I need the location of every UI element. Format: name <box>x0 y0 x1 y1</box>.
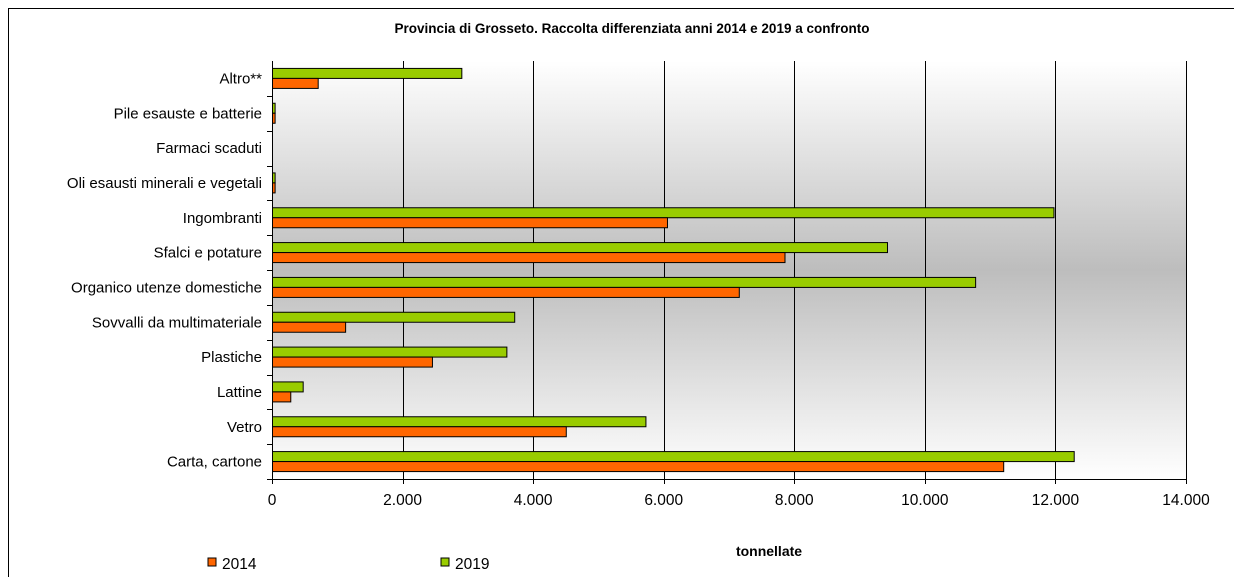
bar-2019 <box>273 277 976 287</box>
x-tick-label: 8.000 <box>775 492 814 509</box>
x-tick-label: 14.000 <box>1162 492 1210 509</box>
bar-2014 <box>273 427 567 437</box>
bar-2014 <box>273 78 319 88</box>
bar-2014 <box>273 462 1004 472</box>
category-label: Vetro <box>227 419 262 436</box>
bar-2019 <box>273 243 888 253</box>
bar-2019 <box>273 382 304 392</box>
bar-2014 <box>273 392 291 402</box>
x-tick-label: 2.000 <box>383 492 422 509</box>
legend-label: 2014 <box>222 556 257 573</box>
category-label: Farmaci scaduti <box>156 140 262 157</box>
legend-swatch <box>208 558 216 566</box>
category-label: Ingombranti <box>183 210 262 227</box>
category-label: Pile esauste e batterie <box>114 105 262 122</box>
bar-2014 <box>273 287 740 297</box>
x-tick-label: 4.000 <box>514 492 553 509</box>
bar-2014 <box>273 218 668 228</box>
x-tick-label: 0 <box>268 492 277 509</box>
x-tick-label: 6.000 <box>644 492 683 509</box>
bar-2019 <box>273 312 515 322</box>
bar-2019 <box>273 347 507 357</box>
category-label: Sfalci e potature <box>154 245 262 262</box>
category-label: Oli esausti minerali e vegetali <box>67 175 262 192</box>
chart-title: Provincia di Grosseto. Raccolta differen… <box>395 21 870 36</box>
legend-swatch <box>441 558 449 566</box>
bar-2019 <box>273 68 462 78</box>
category-label: Carta, cartone <box>167 454 262 471</box>
bar-2019 <box>273 208 1054 218</box>
bar-2014 <box>273 357 433 367</box>
x-tick-label: 12.000 <box>1032 492 1080 509</box>
x-axis-label: tonnellate <box>736 543 802 559</box>
category-label: Organico utenze domestiche <box>71 279 262 296</box>
category-label: Lattine <box>217 384 262 401</box>
category-label: Sovvalli da multimateriale <box>92 314 262 331</box>
category-label: Altro** <box>219 70 262 87</box>
bar-2014 <box>273 253 785 263</box>
category-label: Plastiche <box>201 349 262 366</box>
bar-2019 <box>273 417 646 427</box>
bar-2019 <box>273 452 1075 462</box>
legend-label: 2019 <box>455 556 489 573</box>
bar-2014 <box>273 322 346 332</box>
x-tick-label: 10.000 <box>901 492 949 509</box>
